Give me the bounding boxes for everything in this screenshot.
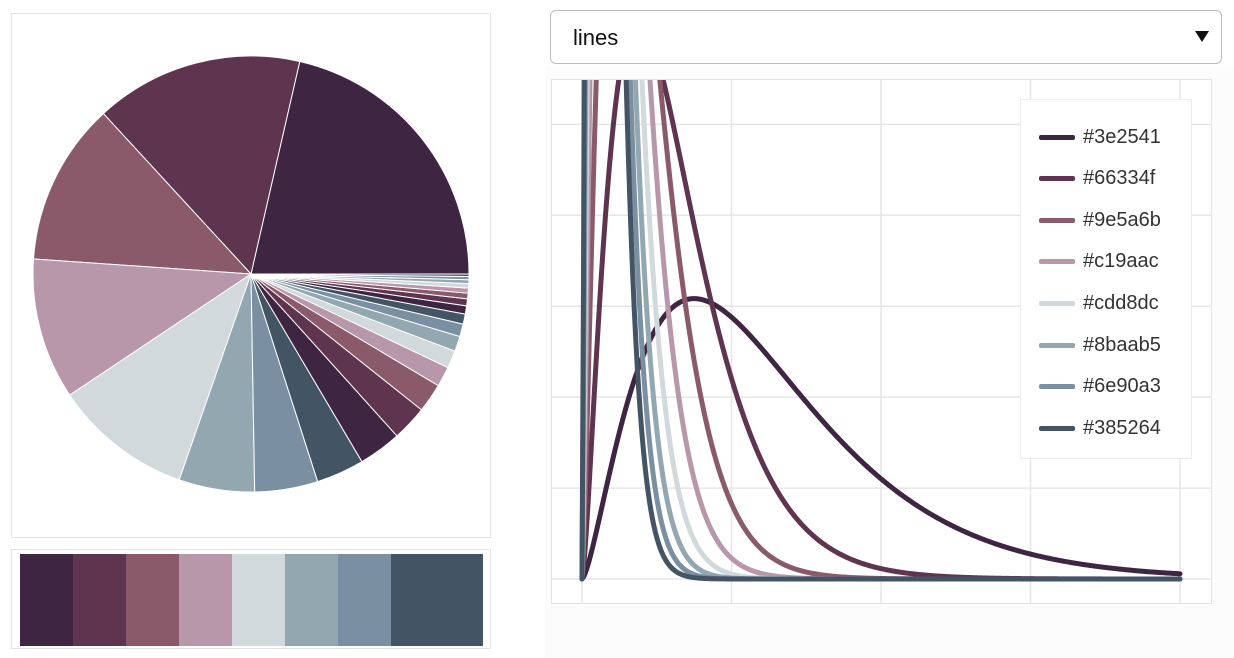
palette-swatch-card [11, 549, 491, 649]
legend-swatch [1039, 425, 1075, 431]
legend-label: #c19aac [1083, 250, 1159, 273]
legend-label: #8baab5 [1083, 333, 1161, 356]
legend-item: #6e90a3 [1039, 372, 1161, 402]
pie-slice [69, 272, 252, 481]
series-line [579, 296, 1183, 582]
legend-item: #c19aac [1039, 247, 1159, 277]
legend-item: #9e5a6b [1039, 205, 1161, 235]
legend-label: #6e90a3 [1083, 375, 1161, 398]
legend-label: #9e5a6b [1083, 208, 1161, 231]
pie-slice [32, 112, 253, 275]
legend-swatch [1039, 259, 1075, 265]
legend-label: #cdd8dc [1083, 291, 1159, 314]
legend-label: #385264 [1083, 416, 1161, 439]
line-chart [552, 80, 1211, 603]
legend-label: #66334f [1083, 167, 1156, 190]
chart-type-select-value: lines [573, 25, 619, 50]
chart-type-select[interactable]: lines [550, 10, 1222, 64]
palette-swatch [20, 554, 73, 646]
pie-chart [32, 55, 470, 493]
palette-swatch [338, 554, 391, 646]
line-chart-card: #3e2541 #66334f #9e5a6b #c19aac #cdd8dc #8baa… [551, 79, 1212, 604]
legend-label: #3e2541 [1083, 125, 1161, 148]
legend-item: #3e2541 [1039, 122, 1161, 152]
chevron-down-icon [1195, 31, 1209, 42]
pie-slice [250, 60, 470, 275]
palette-swatch [285, 554, 338, 646]
palette-swatch [179, 554, 232, 646]
pie-slice [32, 258, 253, 396]
palette-swatch [391, 554, 483, 646]
legend-swatch [1039, 176, 1075, 182]
pie-chart-card [11, 13, 491, 538]
palette-swatch [73, 554, 126, 646]
pie-slice [102, 55, 301, 276]
chart-legend: #3e2541 #66334f #9e5a6b #c19aac #cdd8dc #8baa… [1020, 99, 1192, 459]
legend-swatch [1039, 134, 1075, 140]
palette-swatch [126, 554, 179, 646]
legend-swatch [1039, 342, 1075, 348]
legend-item: #385264 [1039, 413, 1161, 443]
legend-item: #cdd8dc [1039, 288, 1159, 318]
legend-item: #66334f [1039, 164, 1155, 194]
legend-swatch [1039, 300, 1075, 306]
palette-swatch-row [20, 554, 484, 646]
legend-item: #8baab5 [1039, 330, 1161, 360]
series-line [579, 80, 1183, 582]
legend-swatch [1039, 384, 1075, 390]
legend-swatch [1039, 217, 1075, 223]
pie-slice [250, 273, 470, 278]
palette-swatch [232, 554, 285, 646]
